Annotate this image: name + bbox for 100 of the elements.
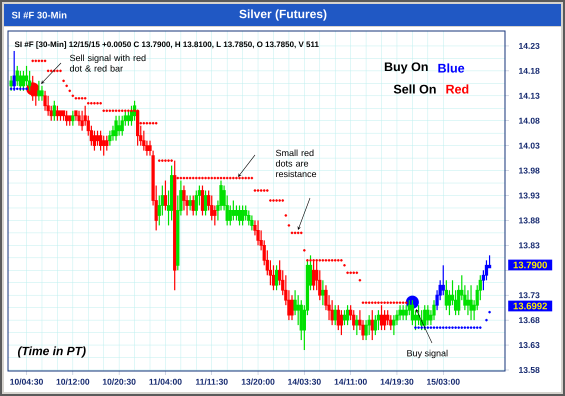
candlestick (234, 204, 238, 222)
candlestick (28, 70, 32, 92)
candlestick (376, 310, 380, 331)
point (12, 88, 16, 90)
annotation: Red (446, 84, 468, 94)
candlestick (336, 304, 340, 331)
y-tick-label: 14.23 (519, 42, 540, 49)
candlestick (46, 95, 50, 116)
x-tick-label: 10/12:00 (56, 378, 90, 385)
candlestick (368, 314, 371, 336)
x-tick-label: 11/11:30 (196, 378, 228, 385)
chart-subtitle: SI #F 30-Min (12, 11, 66, 18)
candlestick (232, 200, 235, 222)
candlestick (164, 180, 168, 212)
annotation: Buy signal (407, 350, 448, 358)
point (19, 88, 22, 90)
annotation: Buy On (384, 62, 428, 74)
candlestick (398, 304, 402, 321)
candlestick (442, 264, 445, 296)
point (488, 310, 491, 314)
candlestick (192, 194, 195, 216)
candlestick (334, 304, 337, 326)
annotation: Small red dots are resistance (276, 150, 316, 178)
candlestick (274, 264, 278, 291)
candlestick (380, 304, 384, 331)
candlestick (340, 310, 344, 336)
y-tick-label: 13.58 (519, 366, 540, 373)
candlestick (37, 80, 41, 102)
candlestick (22, 70, 26, 92)
candlestick (126, 110, 130, 126)
annotation: SI #F [30-Min] 12/15/15 +0.0050 C 13.7900, H 13.8100, L 13.7850, O 13.7850, V 511 (14, 41, 319, 49)
point (464, 326, 466, 329)
candlestick (52, 100, 56, 122)
candlestick (62, 110, 66, 122)
point (25, 88, 28, 90)
point (22, 88, 25, 90)
y-tick-label: 13.98 (519, 168, 540, 174)
x-tick-label: 15/03:00 (427, 378, 460, 385)
point (454, 326, 457, 329)
candlestick (40, 85, 44, 102)
text: 13.7900 (514, 262, 547, 268)
point (472, 326, 476, 329)
candlestick (272, 264, 276, 291)
annotation: Sell On (394, 84, 436, 94)
candlestick (382, 310, 386, 331)
text: 13.6992 (514, 302, 547, 310)
y-tick-label: 13.88 (519, 217, 540, 224)
candlestick (355, 314, 358, 336)
candlestick (386, 310, 390, 326)
x-tick-label: 11/04:00 (149, 378, 182, 385)
candlestick (102, 135, 106, 156)
candlestick (68, 115, 72, 126)
candlestick (65, 110, 68, 126)
candlestick (9, 75, 13, 92)
point (438, 326, 442, 329)
point (479, 326, 482, 329)
x-tick-label: 14/03:30 (288, 378, 321, 385)
candlestick (96, 130, 100, 146)
candlestick (188, 194, 192, 212)
candlestick (250, 214, 254, 232)
candlestick (210, 194, 214, 222)
candlestick (290, 294, 294, 321)
candlestick (247, 210, 250, 226)
candlestick (469, 284, 473, 321)
candlestick (194, 190, 198, 216)
y-tick-label: 13.83 (519, 242, 540, 248)
candlestick (18, 70, 22, 92)
candlestick (114, 115, 118, 142)
y-tick-label: 14.18 (519, 68, 540, 74)
x-tick-label: 14/11:00 (334, 378, 367, 385)
candlestick (444, 280, 448, 311)
candlestick (401, 304, 405, 321)
candlestick (58, 110, 62, 122)
candlestick (12, 50, 16, 92)
point (476, 326, 479, 329)
candlestick (74, 110, 78, 122)
candlestick (204, 190, 208, 216)
candlestick (98, 130, 102, 152)
point (445, 326, 448, 329)
candlestick (342, 310, 346, 326)
candlestick (43, 90, 47, 112)
candlestick (244, 204, 248, 222)
candlestick (238, 204, 242, 226)
candlestick (466, 290, 470, 316)
point (485, 318, 488, 322)
y-tick-label: 14.03 (519, 142, 540, 149)
point (16, 88, 19, 90)
candlestick (240, 204, 244, 226)
y-tick-label: 13.63 (519, 342, 540, 348)
point (432, 326, 436, 329)
candlestick (71, 110, 74, 126)
annotation: Sell signal with red dot & red bar (70, 54, 146, 72)
y-tick-label: 13.68 (519, 317, 540, 324)
point (460, 326, 464, 329)
candlestick (370, 310, 374, 341)
candlestick (410, 300, 414, 326)
annotation: Blue (438, 63, 464, 73)
candlestick (120, 115, 124, 136)
point (10, 88, 12, 90)
y-tick-label: 13.93 (519, 192, 540, 199)
